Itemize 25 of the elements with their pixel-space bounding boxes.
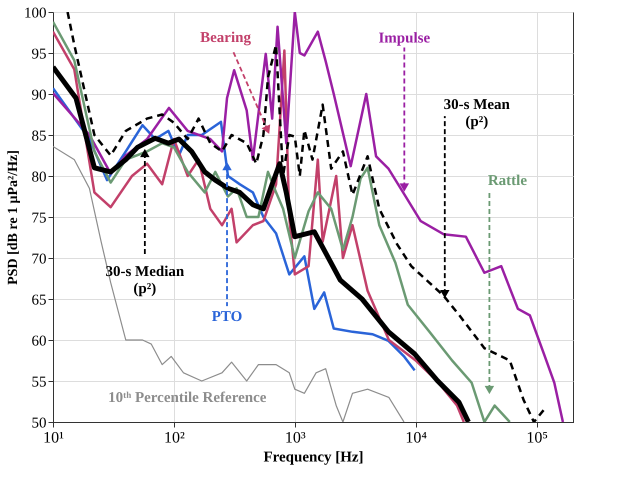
y-axis-title: PSD [dB re 1 μPa²/Hz] bbox=[6, 150, 21, 285]
y-tick-label: 95 bbox=[32, 46, 46, 62]
y-tick-label: 50 bbox=[32, 416, 46, 432]
y-tick-label: 65 bbox=[32, 292, 46, 308]
y-tick-label: 75 bbox=[32, 210, 46, 226]
x-tick-label: 10¹ bbox=[43, 430, 64, 446]
annotation: Rattle bbox=[488, 173, 528, 190]
y-tick-label: 60 bbox=[32, 334, 46, 350]
x-axis-title: Frequency [Hz] bbox=[263, 450, 364, 466]
x-tick-label: 10⁴ bbox=[405, 430, 428, 446]
x-tick-label: 10³ bbox=[284, 430, 306, 446]
y-tick-label: 85 bbox=[32, 128, 46, 144]
y-tick-label: 55 bbox=[32, 374, 46, 390]
y-tick-label: 90 bbox=[32, 88, 46, 104]
annotation: 30-s Median (p²) bbox=[105, 264, 185, 298]
annotation: 30-s Mean (p²) bbox=[444, 97, 511, 130]
x-tick-label: 10⁵ bbox=[526, 430, 548, 446]
annotation: PTO bbox=[212, 309, 242, 326]
y-tick-label: 70 bbox=[32, 252, 46, 268]
x-tick-label: 10² bbox=[164, 430, 186, 446]
y-tick-label: 100 bbox=[24, 6, 46, 22]
annotation: 10ᵗʰ Percentile Reference bbox=[108, 390, 267, 406]
annotation: Bearing bbox=[200, 30, 252, 46]
y-tick-label: 80 bbox=[32, 170, 46, 186]
annotation: Impulse bbox=[378, 30, 430, 46]
